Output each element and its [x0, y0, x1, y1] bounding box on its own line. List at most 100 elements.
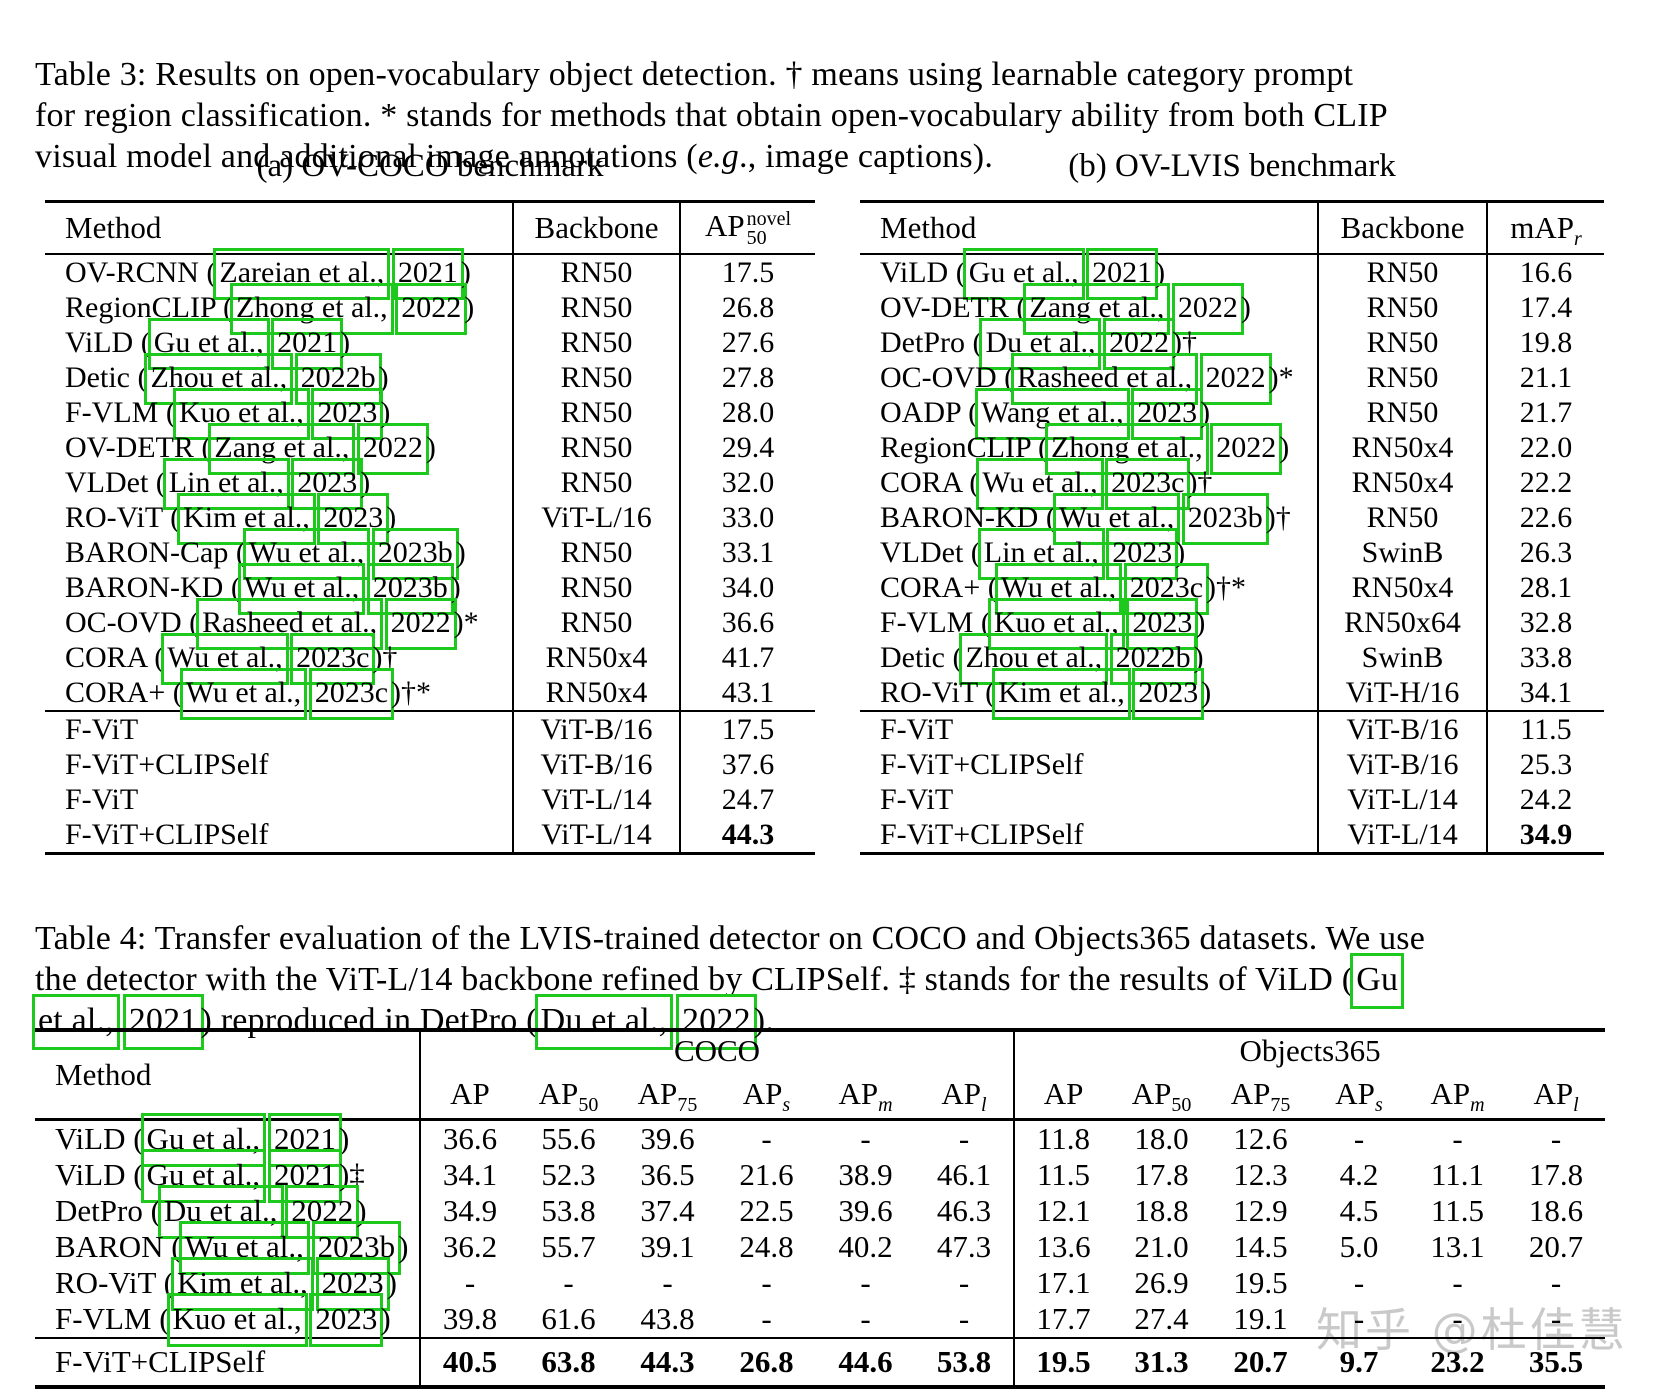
- citation-link-box[interactable]: 2023b: [1181, 492, 1269, 545]
- citation-link-box[interactable]: Zhou et al.,: [144, 352, 294, 405]
- citation-link-box[interactable]: Zhou et al.,: [959, 632, 1109, 685]
- citation-link-box[interactable]: 2022: [395, 282, 468, 335]
- citation-link-box[interactable]: 2023b: [311, 1221, 402, 1275]
- value-cell: 21.6: [739, 1157, 794, 1192]
- text-run: for region classification. * stands for …: [35, 97, 1388, 134]
- score-cell: 17.4: [1486, 290, 1604, 325]
- citation-link-box[interactable]: 2021: [271, 317, 344, 370]
- citation-link-box[interactable]: 2023: [311, 387, 384, 440]
- citation-link-box[interactable]: 2022b: [294, 352, 382, 405]
- citation-link-box[interactable]: Gu et al.,: [140, 1149, 267, 1203]
- citation-link-box[interactable]: 2023: [315, 1257, 390, 1311]
- score-cell: 33.0: [679, 500, 815, 535]
- citation-link-box[interactable]: 2023: [1132, 667, 1205, 720]
- text-run: OV-DETR (: [65, 430, 212, 464]
- citation-link-box[interactable]: Wu et al.,: [179, 667, 308, 720]
- text-run: RegionCLIP (: [880, 430, 1049, 464]
- score-cell: 17.5: [679, 710, 815, 747]
- citation-link-box[interactable]: 2021: [1086, 247, 1159, 300]
- text-run: )†: [1265, 500, 1291, 534]
- text-run: F-VLM (: [880, 605, 991, 639]
- citation-link-box[interactable]: Gu et al.,: [140, 1113, 267, 1167]
- citation-link-box[interactable]: 2022: [1102, 317, 1175, 370]
- citation-link-box[interactable]: 2022: [1199, 352, 1272, 405]
- table-row: F-ViT+CLIPSelf ViT-L/14 44.3: [45, 817, 815, 854]
- citation-link-box[interactable]: Wu et al.,: [178, 1221, 310, 1275]
- citation-link-box[interactable]: 2021: [267, 1113, 342, 1167]
- citation-link-box[interactable]: Wu et al.,: [161, 632, 289, 685]
- value-cell: 46.3: [936, 1193, 992, 1228]
- citation-link-box[interactable]: Wu et al.,: [242, 527, 371, 580]
- citation-link-box[interactable]: Lin et al.,: [162, 457, 290, 510]
- score-cell: 43.1: [679, 675, 815, 711]
- citation-link-box[interactable]: 2023b: [371, 527, 459, 580]
- citation-link-box[interactable]: Zhong et al.,: [230, 282, 394, 335]
- citation-link-box[interactable]: Kim et al.,: [170, 1257, 314, 1311]
- citation-link-box[interactable]: Kim et al.,: [177, 492, 316, 545]
- subheader-cell: APs: [717, 1070, 816, 1121]
- citation-link-box[interactable]: 2023b: [366, 562, 454, 615]
- citation-link-box[interactable]: 2022: [384, 597, 457, 650]
- text-run: ViLD (: [55, 1121, 144, 1156]
- citation-link-box[interactable]: Zhong et al.,: [1045, 422, 1209, 475]
- citation-link-box[interactable]: Lin et al.,: [977, 527, 1105, 580]
- citation-link-box[interactable]: 2023: [1131, 387, 1204, 440]
- citation-link-box[interactable]: 2023: [291, 457, 364, 510]
- citation-link-box[interactable]: 2022: [1210, 422, 1283, 475]
- citation-link-box[interactable]: Zang et al.,: [1023, 282, 1171, 335]
- method-cell: VLDet (Lin et al., 2023): [45, 457, 513, 510]
- backbone-cell: RN50x4: [1317, 465, 1487, 500]
- method-cell: ViLD (Gu et al., 2021): [860, 247, 1318, 300]
- citation-link-box[interactable]: 2023: [1106, 527, 1179, 580]
- citation-link-box[interactable]: Kim et al.,: [992, 667, 1131, 720]
- citation-link-box[interactable]: Wu et al.,: [994, 562, 1123, 615]
- text-run: ): [378, 360, 389, 394]
- citation-link-box[interactable]: 2023: [317, 492, 390, 545]
- score-cell: 25.3: [1486, 747, 1604, 782]
- citation-link-box[interactable]: Wang et al.,: [975, 387, 1130, 440]
- subheader-row: AP AP50 AP75 APs APm APl AP AP50 AP75 APs APm APl: [35, 1070, 1606, 1121]
- citation-link-box[interactable]: 2023: [1126, 597, 1199, 650]
- citation-link-box[interactable]: Kuo et al.,: [172, 387, 310, 440]
- table-row: ViLD (Gu et al., 2021) 36.6 55.6 39.6- - -11.…: [35, 1113, 1605, 1167]
- backbone-cell: ViT-B/16: [512, 747, 680, 782]
- citation-link-box[interactable]: Wu et al.,: [1052, 492, 1181, 545]
- citation-link-box[interactable]: Wu et al.,: [237, 562, 366, 615]
- citation-link-box[interactable]: 2023c: [290, 632, 376, 685]
- citation-link-box[interactable]: 2021: [391, 247, 464, 300]
- value-cell: 53.8: [915, 1337, 1015, 1387]
- score-cell: 26.8: [679, 290, 815, 325]
- text-run: CORA+ (: [880, 570, 998, 604]
- citation-link-box[interactable]: Rasheed et al.,: [196, 597, 384, 650]
- metric-subscript: s: [1374, 1094, 1383, 1117]
- value-cell: 17.7: [1013, 1301, 1113, 1338]
- citation-link-box[interactable]: Kuo et al.,: [987, 597, 1125, 650]
- citation-link-box[interactable]: Kuo et al.,: [166, 1293, 308, 1347]
- value-cell: 40.5: [419, 1337, 519, 1387]
- citation-link-box[interactable]: Gu et al.,: [962, 247, 1085, 300]
- value-cell: -: [1452, 1301, 1463, 1336]
- citation-link-box[interactable]: 2022b: [1109, 632, 1197, 685]
- citation-link-box[interactable]: 2023c: [1123, 562, 1210, 615]
- citation-link-box[interactable]: Du et al.,: [979, 317, 1102, 370]
- backbone-cell: ViT-B/16: [1317, 747, 1487, 782]
- citation-link-box[interactable]: Zang et al.,: [208, 422, 356, 475]
- score-cell: 24.7: [679, 782, 815, 817]
- citation-link-box[interactable]: 2021: [267, 1149, 342, 1203]
- citation-link-box[interactable]: Du et al.,: [157, 1185, 284, 1239]
- text-run: BARON (: [55, 1229, 182, 1264]
- citation-link-box[interactable]: 2022: [356, 422, 429, 475]
- citation-link-box[interactable]: Gu et al.,: [147, 317, 270, 370]
- citation-link-box[interactable]: 2022: [1171, 282, 1244, 335]
- citation-link-box[interactable]: 2023c: [308, 667, 395, 720]
- backbone-cell: RN50x4: [512, 640, 680, 675]
- citation-link-box[interactable]: 2022: [285, 1185, 360, 1239]
- value-cell: 31.3: [1112, 1337, 1212, 1387]
- citation-link-box[interactable]: Gu: [1350, 953, 1405, 1009]
- citation-link-box[interactable]: Rasheed et al.,: [1011, 352, 1199, 405]
- citation-link-box[interactable]: 2023: [309, 1293, 384, 1347]
- citation-link-box[interactable]: 2023c: [1105, 457, 1191, 510]
- method-cell: RO-ViT (Kim et al., 2023): [45, 492, 513, 545]
- citation-link-box[interactable]: Wu et al.,: [976, 457, 1104, 510]
- citation-link-box[interactable]: Zareian et al.,: [213, 247, 391, 300]
